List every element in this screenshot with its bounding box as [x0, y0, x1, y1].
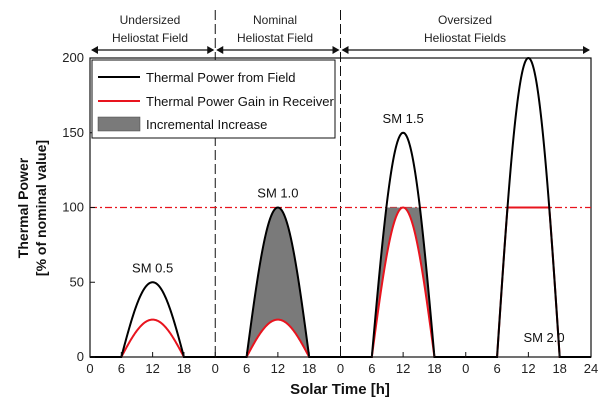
incremental-fill-3: [371, 207, 435, 357]
field-curve-2: [215, 206, 341, 358]
region-3-line2: Heliostat Fields: [424, 31, 506, 45]
field-curves: [90, 56, 591, 358]
sm-label-3: SM 1.5: [383, 111, 424, 126]
x-tick-label: 0: [212, 361, 219, 376]
x-tick-label: 12: [396, 361, 410, 376]
y-axis-label-line1: Thermal Power: [15, 157, 31, 258]
legend-label-field: Thermal Power from Field: [146, 70, 296, 85]
region-1-line2: Heliostat Field: [112, 31, 188, 45]
receiver-curve-1: [90, 318, 216, 358]
y-tick-label: 0: [77, 349, 84, 364]
x-tick-label: 6: [493, 361, 500, 376]
sm-label-2: SM 1.0: [257, 186, 298, 201]
x-tick-label: 12: [145, 361, 159, 376]
x-tick-label: 18: [302, 361, 316, 376]
x-tick-label: 18: [177, 361, 191, 376]
y-tick-label: 100: [62, 200, 84, 215]
incremental-fill-2: [246, 207, 310, 357]
x-ticks: 0 6 12 18 0 6 12 18 0 6 12 18 0 6 12 18 24: [86, 352, 598, 376]
x-tick-label: 12: [271, 361, 285, 376]
region-2-line1: Nominal: [253, 13, 297, 27]
region-3-line1: Oversized: [438, 13, 492, 27]
receiver-curve-3: [340, 206, 466, 358]
x-tick-label: 24: [584, 361, 598, 376]
arrowhead-right: [583, 46, 590, 54]
x-tick-label: 0: [86, 361, 93, 376]
sm-labels: SM 0.5 SM 1.0 SM 1.5 SM 2.0: [132, 111, 565, 345]
legend: Thermal Power from Field Thermal Power G…: [91, 59, 336, 139]
incremental-fills: [246, 207, 435, 357]
x-tick-label: 0: [462, 361, 469, 376]
legend-swatch-incremental: [97, 116, 141, 132]
receiver-curve-2: [215, 318, 341, 358]
arrowhead-left: [91, 46, 98, 54]
arrowhead-right: [332, 46, 340, 54]
legend-label-receiver: Thermal Power Gain in Receiver: [146, 94, 335, 109]
x-tick-label: 0: [337, 361, 344, 376]
y-tick-label: 50: [70, 274, 84, 289]
x-tick-label: 18: [552, 361, 566, 376]
field-curve-1: [90, 281, 216, 358]
field-curve-3: [340, 131, 466, 358]
region-header: Undersized Heliostat Field Nominal Helio…: [91, 13, 590, 54]
region-1-line1: Undersized: [120, 13, 181, 27]
region-2-line2: Heliostat Field: [237, 31, 313, 45]
field-curve-4: [465, 56, 591, 358]
x-tick-label: 6: [243, 361, 250, 376]
x-tick-label: 12: [521, 361, 535, 376]
legend-label-incremental: Incremental Increase: [146, 117, 267, 132]
x-axis-label: Solar Time [h]: [290, 381, 390, 398]
y-axis-label-line2: [% of nominal value]: [33, 140, 49, 276]
sm-label-1: SM 0.5: [132, 260, 173, 275]
arrowhead-right: [207, 46, 215, 54]
sm-label-4: SM 2.0: [523, 330, 564, 345]
y-tick-label: 150: [62, 125, 84, 140]
y-tick-label: 200: [62, 50, 84, 65]
region-arrows: [91, 46, 590, 54]
y-ticks: 0 50 100 150 200: [62, 50, 95, 364]
arrowhead-left: [341, 46, 349, 54]
arrowhead-left: [216, 46, 224, 54]
x-tick-label: 6: [118, 361, 125, 376]
x-tick-label: 18: [427, 361, 441, 376]
x-tick-label: 6: [368, 361, 375, 376]
